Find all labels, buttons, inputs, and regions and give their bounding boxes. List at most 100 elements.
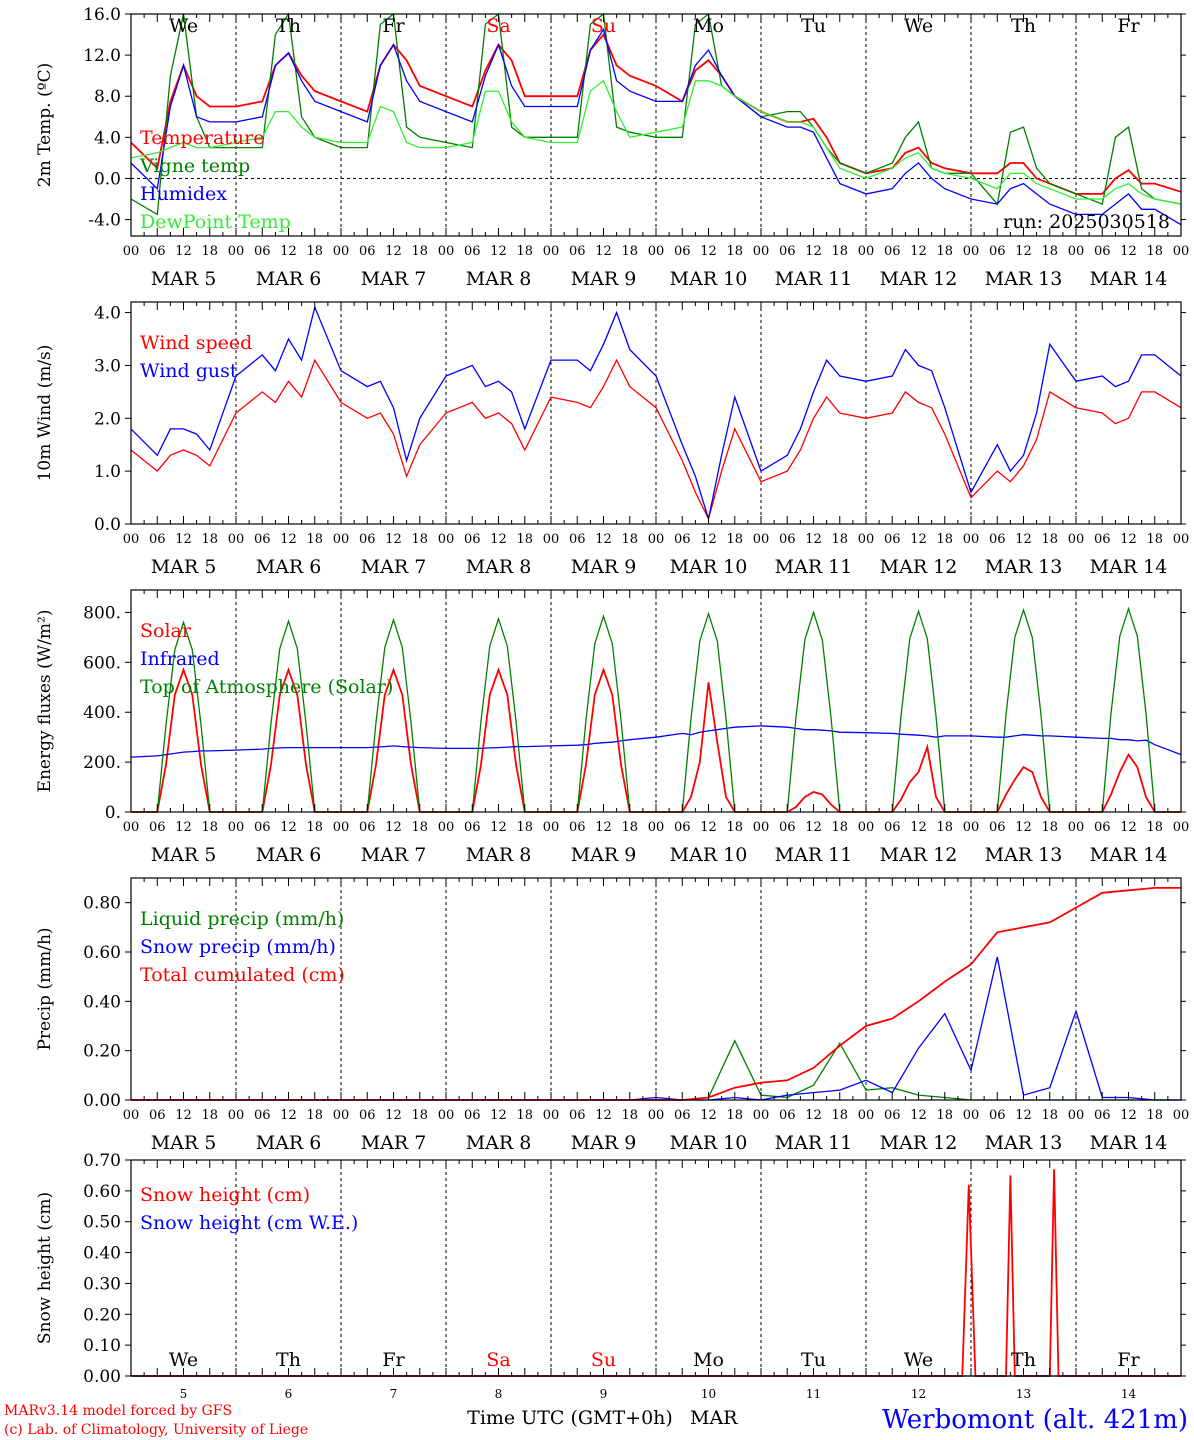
legend-entry: Humidex xyxy=(140,183,227,205)
x-hour-label: 06 xyxy=(884,532,901,547)
x-hour-label: 12 xyxy=(490,244,507,259)
y-tick-label: 0.40 xyxy=(83,1244,121,1264)
x-hour-label: 18 xyxy=(201,244,218,259)
x-hour-label: 18 xyxy=(411,532,428,547)
x-hour-label: 06 xyxy=(1094,1108,1111,1123)
x-date-label: MAR 5 xyxy=(151,556,217,578)
x-hour-label: 12 xyxy=(1120,1108,1137,1123)
day-of-week-label: Sa xyxy=(486,15,510,37)
x-hour-label: 12 xyxy=(175,820,192,835)
x-hour-label: 12 xyxy=(910,1108,927,1123)
x-date-label: MAR 7 xyxy=(361,844,427,866)
x-date-label: MAR 11 xyxy=(775,1132,853,1154)
x-hour-label: 06 xyxy=(884,1108,901,1123)
x-hour-label: 12 xyxy=(1120,244,1137,259)
series-line-4 xyxy=(130,79,1182,205)
x-hour-label: 18 xyxy=(1041,532,1058,547)
x-date-label: MAR 11 xyxy=(775,556,853,578)
x-day-number: 14 xyxy=(1121,1387,1137,1401)
legend-entry: Snow height (cm W.E.) xyxy=(140,1212,358,1234)
x-hour-label: 06 xyxy=(674,532,691,547)
x-date-label: MAR 10 xyxy=(670,844,748,866)
legend-entry: Temperature xyxy=(140,127,264,149)
x-hour-label: 12 xyxy=(175,1108,192,1123)
x-hour-label: 18 xyxy=(1146,532,1163,547)
x-hour-label: 12 xyxy=(805,244,822,259)
x-hour-label: 00 xyxy=(543,1108,560,1123)
y-tick-label: 0.0 xyxy=(94,515,121,535)
y-tick-label: 0.60 xyxy=(83,1182,121,1202)
y-tick-label: 1.0 xyxy=(94,462,121,482)
day-of-week-label: Tu xyxy=(801,1349,826,1371)
x-hour-label: 00 xyxy=(438,1108,455,1123)
series-line-2 xyxy=(130,725,1182,758)
x-date-label: MAR 7 xyxy=(361,268,427,290)
x-hour-label: 12 xyxy=(1015,1108,1032,1123)
y-tick-label: 16.0 xyxy=(83,5,121,25)
x-day-number: 6 xyxy=(285,1387,293,1401)
series-line-1 xyxy=(130,358,1182,521)
x-hour-label: 12 xyxy=(1120,820,1137,835)
x-hour-label: 00 xyxy=(1173,244,1190,259)
y-axis-label: 2m Temp. (ºC) xyxy=(35,63,55,188)
x-hour-label: 12 xyxy=(1015,244,1032,259)
x-date-label: MAR 12 xyxy=(880,268,958,290)
x-hour-label: 18 xyxy=(1041,1108,1058,1123)
day-of-week-label: Th xyxy=(276,15,301,37)
series-line-2 xyxy=(130,12,1182,216)
y-tick-label: 8.0 xyxy=(94,87,121,107)
x-hour-label: 00 xyxy=(1173,820,1190,835)
x-hour-label: 06 xyxy=(254,532,271,547)
x-hour-label: 12 xyxy=(385,820,402,835)
x-hour-label: 06 xyxy=(674,820,691,835)
x-hour-label: 00 xyxy=(438,244,455,259)
y-tick-label: 12.0 xyxy=(83,46,121,66)
x-date-label: MAR 6 xyxy=(256,556,322,578)
y-tick-label: 3.0 xyxy=(94,356,121,376)
x-hour-label: 12 xyxy=(1015,532,1032,547)
chart-panels: -4.0 0.0 4.0 8.0 12.0 16.0 2m Temp. (ºC) 00 06 12… xyxy=(35,5,1189,1401)
x-hour-label: 00 xyxy=(963,532,980,547)
day-of-week-label: Fr xyxy=(1117,1349,1140,1371)
x-hour-label: 12 xyxy=(910,532,927,547)
y-tick-label: 4.0 xyxy=(94,304,121,324)
x-date-label: MAR 13 xyxy=(985,556,1063,578)
x-hour-label: 18 xyxy=(831,1108,848,1123)
x-hour-label: 18 xyxy=(936,1108,953,1123)
x-hour-label: 06 xyxy=(149,820,166,835)
day-of-week-label: We xyxy=(904,1349,933,1371)
y-tick-label: 2.0 xyxy=(94,409,121,429)
day-of-week-label: Th xyxy=(1011,1349,1036,1371)
x-day-number: 9 xyxy=(600,1387,608,1401)
legend-entry: Total cumulated (cm) xyxy=(140,964,345,986)
x-hour-label: 18 xyxy=(621,820,638,835)
x-hour-label: 18 xyxy=(726,244,743,259)
x-hour-label: 12 xyxy=(280,532,297,547)
x-date-label: MAR 9 xyxy=(571,844,637,866)
x-date-label: MAR 10 xyxy=(670,556,748,578)
x-hour-label: 06 xyxy=(254,244,271,259)
x-hour-label: 18 xyxy=(831,244,848,259)
x-date-label: MAR 11 xyxy=(775,268,853,290)
day-of-week-label: Th xyxy=(276,1349,301,1371)
x-date-label: MAR 6 xyxy=(256,268,322,290)
x-hour-label: 06 xyxy=(989,820,1006,835)
x-hour-label: 06 xyxy=(989,532,1006,547)
snow-panel: 0.00 0.10 0.20 0.30 0.40 0.50 0.60 0.70 Snow hei… xyxy=(35,1151,1186,1401)
x-hour-label: 06 xyxy=(464,244,481,259)
x-hour-label: 12 xyxy=(490,1108,507,1123)
y-tick-label: -4.0 xyxy=(88,211,121,231)
x-hour-label: 06 xyxy=(989,1108,1006,1123)
x-hour-label: 18 xyxy=(516,1108,533,1123)
x-hour-label: 00 xyxy=(648,820,665,835)
x-date-label: MAR 9 xyxy=(571,268,637,290)
x-hour-label: 06 xyxy=(779,820,796,835)
x-hour-label: 18 xyxy=(831,532,848,547)
x-hour-label: 12 xyxy=(910,820,927,835)
x-hour-label: 18 xyxy=(516,820,533,835)
x-hour-label: 12 xyxy=(700,1108,717,1123)
x-date-label: MAR 7 xyxy=(361,556,427,578)
x-hour-label: 00 xyxy=(858,1108,875,1123)
day-of-week-label: We xyxy=(904,15,933,37)
x-hour-label: 00 xyxy=(228,1108,245,1123)
